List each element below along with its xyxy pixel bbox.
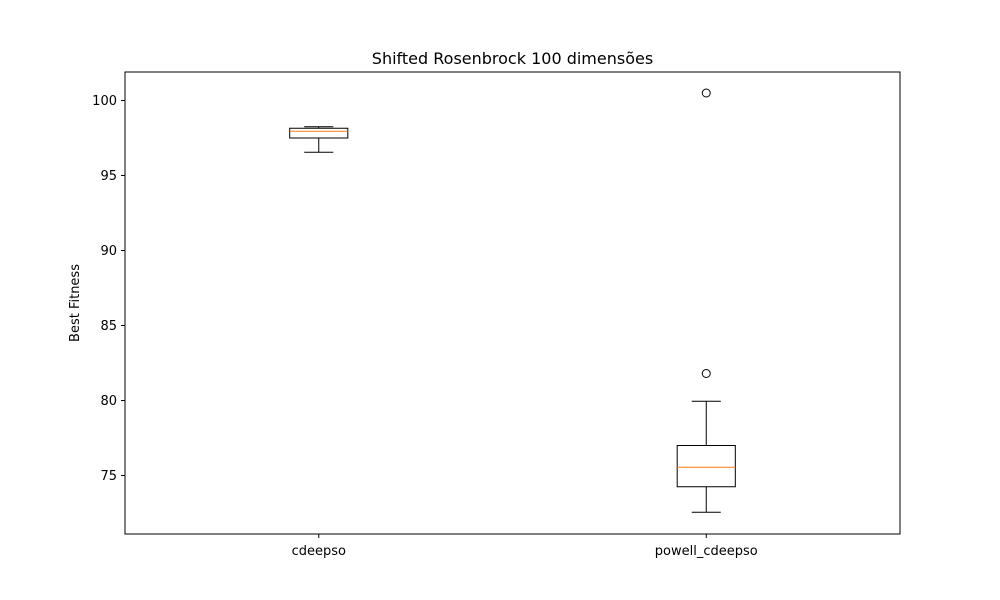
box-iqr xyxy=(676,445,736,488)
y-tick-label: 75 xyxy=(100,469,117,484)
outlier-point xyxy=(701,369,711,378)
plot-area: 75 80 85 90 95 100 cdeepso powell_cdeepso xyxy=(92,88,758,559)
y-axis-label: Best Fitness xyxy=(68,264,83,342)
box-iqr xyxy=(289,127,349,139)
x-tick-label: powell_cdeepso xyxy=(655,544,758,559)
y-tick-label: 85 xyxy=(100,319,117,334)
y-tick-label: 95 xyxy=(100,169,117,184)
y-tick-label: 90 xyxy=(100,244,117,259)
y-tick-label: 80 xyxy=(100,394,117,409)
outlier-point xyxy=(701,88,711,98)
x-tick-label: cdeepso xyxy=(292,544,346,559)
y-tick-label: 100 xyxy=(92,94,117,109)
axes-frame xyxy=(124,71,901,535)
chart-title: Shifted Rosenbrock 100 dimensões xyxy=(372,49,653,68)
